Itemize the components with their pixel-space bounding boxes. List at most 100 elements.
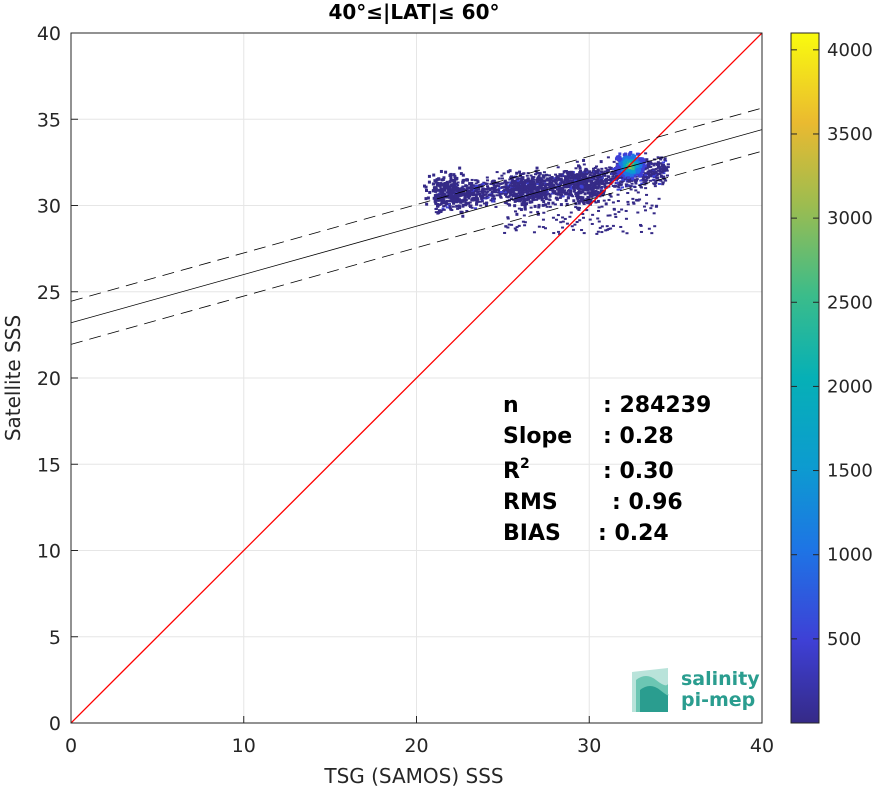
heatmap-cell <box>541 226 545 229</box>
heatmap-cell <box>476 180 480 184</box>
heatmap-cell <box>544 194 548 197</box>
heatmap-cell <box>634 182 638 185</box>
heatmap-cell <box>465 187 469 191</box>
x-tick-label: 0 <box>65 735 77 757</box>
heatmap-cell <box>588 170 592 174</box>
heatmap-cell <box>532 231 536 234</box>
heatmap-cell <box>564 184 568 188</box>
heatmap-cell <box>530 193 534 197</box>
heatmap-cell <box>593 193 597 197</box>
heatmap-cell <box>460 187 464 191</box>
heatmap-cell <box>631 177 635 181</box>
heatmap-cell <box>644 166 648 169</box>
heatmap-cell <box>510 191 514 194</box>
heatmap-cell <box>434 198 438 201</box>
heatmap-cell <box>611 184 615 187</box>
heatmap-cell <box>488 193 492 196</box>
heatmap-cell <box>569 187 573 190</box>
heatmap-cell <box>510 187 514 191</box>
heatmap-cell <box>480 189 484 192</box>
heatmap-cell <box>542 200 546 204</box>
heatmap-cell <box>599 189 603 193</box>
heatmap-cell <box>598 179 602 183</box>
y-tick-label: 15 <box>37 454 61 476</box>
heatmap-cell <box>635 160 639 164</box>
heatmap-cell <box>502 189 506 192</box>
heatmap-cell <box>552 177 556 180</box>
heatmap-cell <box>597 182 601 186</box>
heatmap-cell <box>646 171 650 174</box>
heatmap-cell <box>561 188 565 192</box>
heatmap-cell <box>617 165 621 169</box>
heatmap-cell <box>621 186 625 189</box>
heatmap-cell <box>441 202 445 205</box>
heatmap-cell <box>609 168 613 171</box>
heatmap-cell <box>652 173 656 176</box>
heatmap-cell <box>514 210 518 213</box>
heatmap-cell <box>576 175 580 179</box>
heatmap-cell <box>612 160 616 163</box>
heatmap-cell <box>641 177 645 180</box>
heatmap-cell <box>663 158 667 161</box>
heatmap-cell <box>503 179 507 182</box>
heatmap-cell <box>474 207 478 210</box>
heatmap-cell <box>594 201 598 204</box>
heatmap-cell <box>619 225 623 228</box>
heatmap-cell <box>474 185 478 188</box>
heatmap-cell <box>654 167 658 170</box>
heatmap-cell <box>469 184 473 188</box>
heatmap-cell <box>428 190 432 194</box>
stats-box: n: 284239 Slope: 0.28 R 2: 0.30 RMS: 0.96 BIA… <box>503 393 711 546</box>
heatmap-cell <box>492 184 496 187</box>
heatmap-cell <box>508 203 512 207</box>
heatmap-cell <box>541 203 545 207</box>
heatmap-cell <box>561 216 565 219</box>
heatmap-cell <box>661 177 665 180</box>
stat-value: : 0.30 <box>603 459 674 484</box>
heatmap-cell <box>650 204 654 207</box>
heatmap-cell <box>543 195 547 198</box>
heatmap-cell <box>503 201 507 204</box>
heatmap-cell <box>605 225 609 228</box>
heatmap-cell <box>451 186 455 190</box>
heatmap-cell <box>521 180 525 184</box>
heatmap-cell <box>497 177 501 180</box>
heatmap-cell <box>587 187 591 191</box>
heatmap-cell <box>538 171 542 175</box>
heatmap-cell <box>552 191 556 195</box>
heatmap-cell <box>612 172 616 176</box>
heatmap-cell <box>548 205 552 208</box>
heatmap-cell <box>603 178 607 181</box>
heatmap-cell <box>441 178 445 182</box>
heatmap-cell <box>640 182 644 185</box>
heatmap-cell <box>547 198 551 201</box>
heatmap-cell <box>617 186 621 189</box>
heatmap-cell <box>615 181 619 184</box>
heatmap-cell <box>440 193 444 197</box>
heatmap-cell <box>627 169 631 173</box>
heatmap-cell <box>660 165 664 168</box>
heatmap-cell <box>607 228 611 231</box>
heatmap-cell <box>590 222 594 225</box>
heatmap-cell <box>547 201 551 205</box>
heatmap-cell <box>574 177 578 180</box>
heatmap-cell <box>621 230 625 233</box>
heatmap-cell <box>451 197 455 201</box>
heatmap-cell <box>605 169 609 172</box>
heatmap-cell <box>483 190 487 193</box>
heatmap-cell <box>509 193 513 196</box>
heatmap-cell <box>632 170 636 174</box>
heatmap-cell <box>522 201 526 205</box>
heatmap-cell <box>467 193 471 197</box>
heatmap-cell <box>570 175 574 179</box>
heatmap-cell <box>592 167 596 170</box>
heatmap-cell <box>613 184 617 187</box>
heatmap-cell <box>619 183 623 186</box>
heatmap-cell <box>434 186 438 190</box>
heatmap-cell <box>480 196 484 200</box>
heatmap-cell <box>639 157 643 161</box>
heatmap-cell <box>626 176 630 180</box>
stat-value: : 0.24 <box>598 521 669 546</box>
heatmap-cell <box>569 189 573 192</box>
